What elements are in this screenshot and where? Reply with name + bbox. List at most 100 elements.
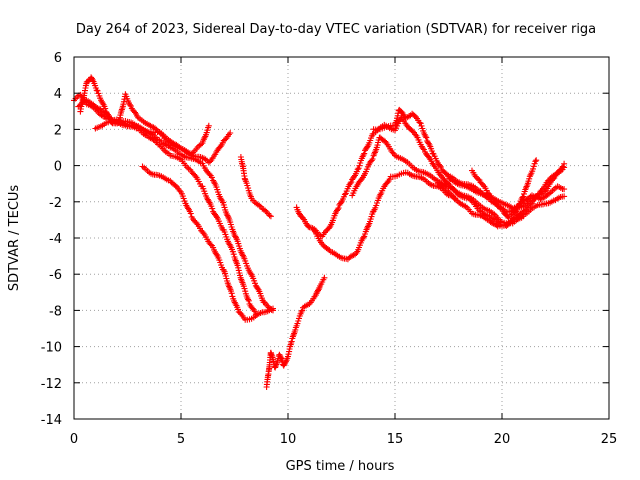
x-tick-label: 5 [177, 432, 185, 447]
data-point [374, 200, 380, 206]
data-point [382, 138, 389, 145]
data-point [93, 104, 100, 111]
data-point [416, 119, 423, 126]
data-point [384, 179, 391, 186]
series-track-14 [469, 167, 568, 215]
y-axis-label: SDTVAR / TECUs [7, 185, 22, 292]
y-tick-label: -2 [49, 196, 62, 211]
data-point [207, 241, 214, 248]
data-point [349, 252, 356, 259]
data-point [364, 224, 371, 231]
data-point [484, 189, 491, 196]
data-point [489, 220, 495, 226]
data-point [206, 171, 213, 178]
series-track-7 [263, 274, 328, 390]
data-point [276, 351, 283, 358]
data-point [185, 205, 192, 212]
data-point [254, 285, 261, 292]
data-point [419, 145, 426, 152]
data-point [418, 122, 425, 129]
data-point [436, 162, 443, 169]
data-point [235, 264, 242, 271]
data-point [104, 111, 111, 118]
data-point [126, 101, 133, 108]
y-tick-label: 0 [54, 160, 62, 175]
data-point [514, 211, 521, 218]
data-point [285, 351, 292, 358]
x-tick-label: 0 [70, 432, 78, 447]
data-point [417, 120, 424, 127]
data-point [235, 267, 242, 274]
data-point [354, 166, 361, 173]
data-point [374, 142, 381, 149]
data-point [356, 162, 363, 169]
data-point [438, 164, 444, 170]
data-point [347, 180, 354, 187]
data-point [205, 159, 212, 166]
data-point [371, 150, 378, 157]
data-point [550, 172, 557, 179]
data-point [338, 199, 345, 206]
data-point [492, 199, 499, 206]
data-point [213, 212, 219, 219]
data-point [409, 128, 416, 135]
data-point [180, 195, 187, 202]
data-point [347, 253, 354, 260]
data-point [544, 191, 551, 198]
data-point [377, 191, 384, 198]
data-point [217, 259, 224, 266]
data-point [371, 149, 378, 156]
data-point [315, 287, 321, 294]
data-point [226, 283, 233, 290]
data-point [290, 332, 297, 339]
y-tick-label: -6 [49, 268, 62, 283]
data-point [280, 362, 287, 369]
data-point [277, 354, 284, 361]
data-point [245, 296, 252, 303]
x-tick-label: 15 [387, 432, 404, 447]
data-point [504, 222, 511, 228]
x-tick-label: 20 [494, 432, 511, 447]
data-point [299, 307, 306, 314]
grid-layer [74, 57, 609, 419]
data-point [213, 251, 220, 258]
data-point [228, 290, 235, 297]
data-point [251, 308, 258, 315]
data-point [267, 213, 274, 220]
data-point [494, 203, 501, 210]
data-point [193, 220, 200, 227]
data-point [245, 185, 252, 192]
data-point [262, 207, 269, 214]
data-point [348, 179, 355, 185]
y-tick-label: -14 [41, 413, 62, 428]
y-tick-label: -4 [49, 232, 62, 247]
data-point [245, 297, 252, 304]
data-point [244, 182, 251, 189]
data-point [321, 274, 328, 281]
data-point [295, 318, 302, 324]
data-point [561, 193, 568, 200]
data-point [230, 251, 237, 258]
data-point [369, 156, 376, 162]
data-point [227, 130, 234, 136]
data-point [361, 150, 368, 157]
y-tick-label: -10 [41, 341, 62, 356]
data-point [364, 223, 371, 230]
data-point [561, 186, 568, 193]
series-track-4 [77, 74, 212, 157]
chart-title: Day 264 of 2023, Sidereal Day-to-day VTE… [76, 22, 596, 37]
data-point [305, 223, 312, 230]
tick-layer: 0 5 10 15 20 25 -14 -12 -10 -8 -6 -4 -2 0 2 4 6 [41, 51, 618, 447]
data-point [544, 177, 551, 184]
data-point [201, 134, 208, 141]
data-point [530, 165, 536, 172]
data-point [389, 149, 396, 156]
data-point [368, 157, 375, 164]
data-point [561, 164, 568, 171]
data-point [334, 206, 341, 213]
data-point [209, 205, 216, 212]
data-point [94, 87, 101, 94]
data-point [294, 320, 301, 327]
data-point [523, 184, 529, 191]
x-axis-label: GPS time / hours [286, 459, 395, 474]
